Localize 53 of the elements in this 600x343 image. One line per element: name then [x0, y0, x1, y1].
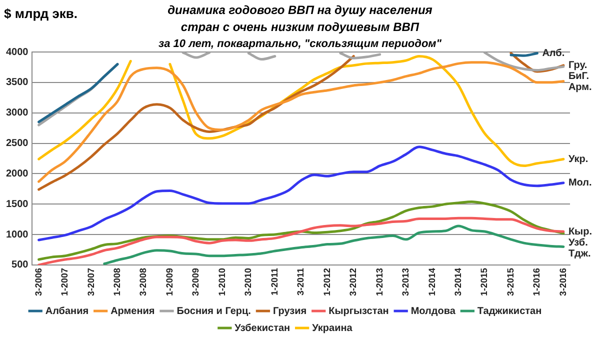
x-tick-label: 3-2010: [243, 268, 254, 296]
line-series: [38, 146, 565, 242]
annotation: Алб.: [542, 48, 565, 59]
y-tick-label: 500: [12, 260, 29, 271]
annotation: Арм.: [568, 82, 592, 94]
x-tick-label: 1-2016: [532, 268, 542, 296]
legend-label: Узбекистан: [234, 322, 290, 334]
annotation: БиГ.: [568, 71, 590, 82]
annotation: Тдж.: [568, 248, 591, 260]
x-tick-label: 3-2009: [190, 268, 201, 296]
y-tick-label: 4000: [6, 46, 29, 58]
annotation: Кыр.: [568, 226, 592, 238]
legend-label: Молдова: [410, 306, 456, 317]
x-tick-label: 3-2014: [453, 268, 463, 296]
x-tick-label: 1-2010: [216, 268, 227, 296]
x-tick-label: 1-2014: [426, 268, 437, 296]
legend-label: Грузия: [272, 306, 307, 317]
legend-label: Кыргызстан: [328, 306, 389, 317]
annotation: Укр.: [568, 154, 588, 165]
legend-label: Босния и Герц.: [176, 306, 252, 317]
x-tick-label: 1-2015: [479, 268, 490, 296]
x-tick-label: 3-2007: [86, 268, 96, 296]
chart-subtitle: за 10 лет, поквартально, "скользящим периодом": [157, 38, 443, 50]
x-tick-label: 3-2011: [296, 268, 306, 296]
x-tick-label: 1-2011: [269, 268, 280, 296]
annotation: Мол.: [568, 178, 592, 189]
x-tick-label: 3-2008: [138, 268, 148, 296]
x-tick-label: 3-2016: [558, 268, 568, 296]
x-tick-label: 1-2012: [322, 268, 332, 296]
legend-label: Армения: [110, 306, 155, 317]
legend-label: Таджикистан: [477, 306, 542, 317]
x-tick-label: 1-2009: [164, 268, 174, 296]
x-tick-label: 3-2012: [348, 268, 358, 296]
legend-label: Украина: [312, 322, 353, 334]
y-tick-label: 3500: [6, 77, 29, 88]
y-tick-label: 2000: [6, 168, 29, 180]
x-tick-label: 1-2007: [60, 268, 70, 296]
annotation: Гру.: [568, 60, 588, 72]
x-tick-label: 3-2013: [400, 268, 411, 296]
line-series: [38, 216, 565, 265]
y-axis-title: $ млрд экв.: [4, 6, 78, 21]
y-tick-label: 3000: [6, 108, 29, 119]
x-tick-label: 3-2015: [505, 268, 516, 296]
chart-title: динамика годового ВВП на душу населения стран с очень низким подушевым ВВП: [166, 2, 434, 36]
line-series: [103, 224, 565, 265]
x-tick-label: 1-2008: [112, 268, 122, 296]
x-tick-label: 3-2006: [33, 268, 44, 296]
annotation: Узб.: [568, 237, 588, 248]
legend-label: Албания: [45, 306, 89, 317]
x-tick-label: 1-2013: [374, 268, 384, 296]
y-tick-label: 2500: [6, 138, 29, 150]
y-tick-label: 1000: [6, 229, 29, 240]
y-tick-label: 1500: [6, 198, 29, 210]
